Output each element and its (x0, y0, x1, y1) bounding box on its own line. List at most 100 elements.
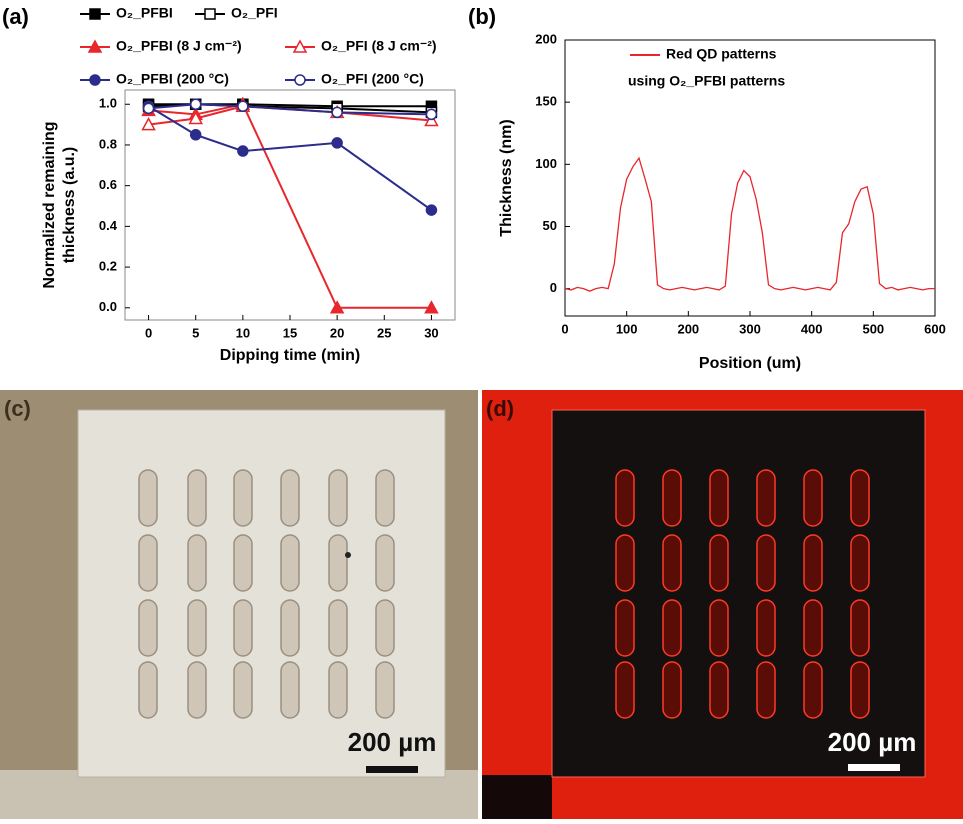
panel-label: (c) (4, 396, 31, 421)
pattern-slot (850, 534, 870, 592)
marker (141, 117, 156, 131)
x-tick-label: 600 (924, 321, 946, 336)
x-tick-label: 0 (145, 325, 152, 340)
legend-label: O₂_PFI (8 J cm⁻²) (321, 38, 437, 54)
legend-marker (204, 8, 216, 20)
pattern-slot (850, 469, 870, 527)
pattern-slot (709, 534, 729, 592)
legend-marker (89, 8, 101, 20)
x-tick-label: 100 (616, 321, 638, 336)
pattern-slot (328, 534, 348, 592)
x-axis-title: Position (um) (699, 355, 801, 372)
pattern-slot (615, 599, 635, 657)
marker (189, 98, 202, 110)
marker (188, 110, 203, 125)
pattern-slot (709, 469, 729, 527)
legend-label: O₂_PFBI (8 J cm⁻²) (116, 38, 242, 54)
x-tick-label: 10 (236, 325, 250, 340)
pattern-slot (662, 534, 682, 592)
y-tick-label: 200 (535, 31, 557, 46)
x-tick-label: 300 (739, 321, 761, 336)
x-tick-label: 15 (283, 325, 297, 340)
pattern-slot (138, 534, 158, 592)
x-tick-label: 400 (801, 321, 823, 336)
pattern-slot (187, 469, 207, 527)
marker (425, 204, 438, 216)
pattern-slot (280, 469, 300, 527)
pattern-slot (615, 534, 635, 592)
pattern-slot (138, 661, 158, 719)
pattern-slot (803, 469, 823, 527)
pattern-slot (850, 599, 870, 657)
scale-label: 200 µm (348, 727, 437, 757)
panel-label: (b) (468, 4, 496, 29)
pattern-slot (328, 661, 348, 719)
pattern-slot (709, 661, 729, 719)
x-tick-label: 30 (424, 325, 438, 340)
pattern-slot (756, 469, 776, 527)
legend-label: O₂_PFBI (200 °C) (116, 71, 229, 87)
pattern-slot (280, 534, 300, 592)
x-tick-label: 200 (677, 321, 699, 336)
pattern-slot (375, 599, 395, 657)
pattern-slot (375, 534, 395, 592)
pattern-slot (375, 469, 395, 527)
legend-note: using O₂_PFBI patterns (628, 73, 785, 89)
legend-marker (292, 39, 308, 53)
y-tick-label: 0.2 (99, 259, 117, 274)
pattern-slot (709, 599, 729, 657)
y-tick-label: 0.0 (99, 299, 117, 314)
x-tick-label: 500 (862, 321, 884, 336)
y-tick-label: 0.8 (99, 136, 117, 151)
x-tick-label: 20 (330, 325, 344, 340)
legend-label: Red QD patterns (666, 46, 777, 62)
pattern-slot (328, 599, 348, 657)
y-axis-title: Normalized remaining thickness (a.u.) (41, 121, 78, 288)
pattern-slot (662, 469, 682, 527)
panel-label: (d) (486, 396, 514, 421)
pattern-slot (233, 661, 253, 719)
pattern-slot (756, 599, 776, 657)
marker (425, 108, 438, 121)
marker (331, 137, 343, 149)
pattern-slot (328, 469, 348, 527)
legend-marker (294, 74, 306, 86)
pattern-slot (850, 661, 870, 719)
panel-label: (a) (2, 4, 29, 29)
pattern-slot (138, 469, 158, 527)
micrograph-d (482, 390, 963, 819)
pattern-slot (615, 661, 635, 719)
y-tick-label: 100 (535, 156, 557, 171)
marker (424, 300, 439, 314)
pattern-slot (615, 469, 635, 527)
marker (329, 300, 345, 314)
marker (237, 100, 249, 113)
y-tick-label: 0 (550, 280, 557, 295)
y-tick-label: 50 (543, 218, 557, 233)
pattern-slot (662, 599, 682, 657)
marker (237, 145, 249, 157)
micrograph-c (0, 390, 478, 819)
pattern-slot (803, 599, 823, 657)
pattern-slot (756, 534, 776, 592)
legend-label: O₂_PFI (231, 5, 278, 21)
pattern-slot (233, 469, 253, 527)
legend-label: O₂_PFI (200 °C) (321, 71, 424, 87)
y-tick-label: 150 (535, 94, 557, 109)
pattern-slot (803, 534, 823, 592)
y-tick-label: 0.4 (99, 218, 118, 233)
pattern-slot (233, 599, 253, 657)
pattern-slot (756, 661, 776, 719)
pattern-slot (187, 661, 207, 719)
legend-marker (89, 74, 101, 86)
scale-label: 200 µm (828, 727, 917, 757)
pattern-slot (280, 661, 300, 719)
x-axis-title: Dipping time (min) (220, 347, 360, 364)
series-line (564, 156, 935, 292)
x-tick-label: 5 (192, 325, 199, 340)
y-axis-title: Thickness (nm) (498, 119, 515, 236)
pattern-slot (280, 599, 300, 657)
x-tick-label: 25 (377, 325, 391, 340)
pattern-slot (803, 661, 823, 719)
pattern-slot (187, 534, 207, 592)
